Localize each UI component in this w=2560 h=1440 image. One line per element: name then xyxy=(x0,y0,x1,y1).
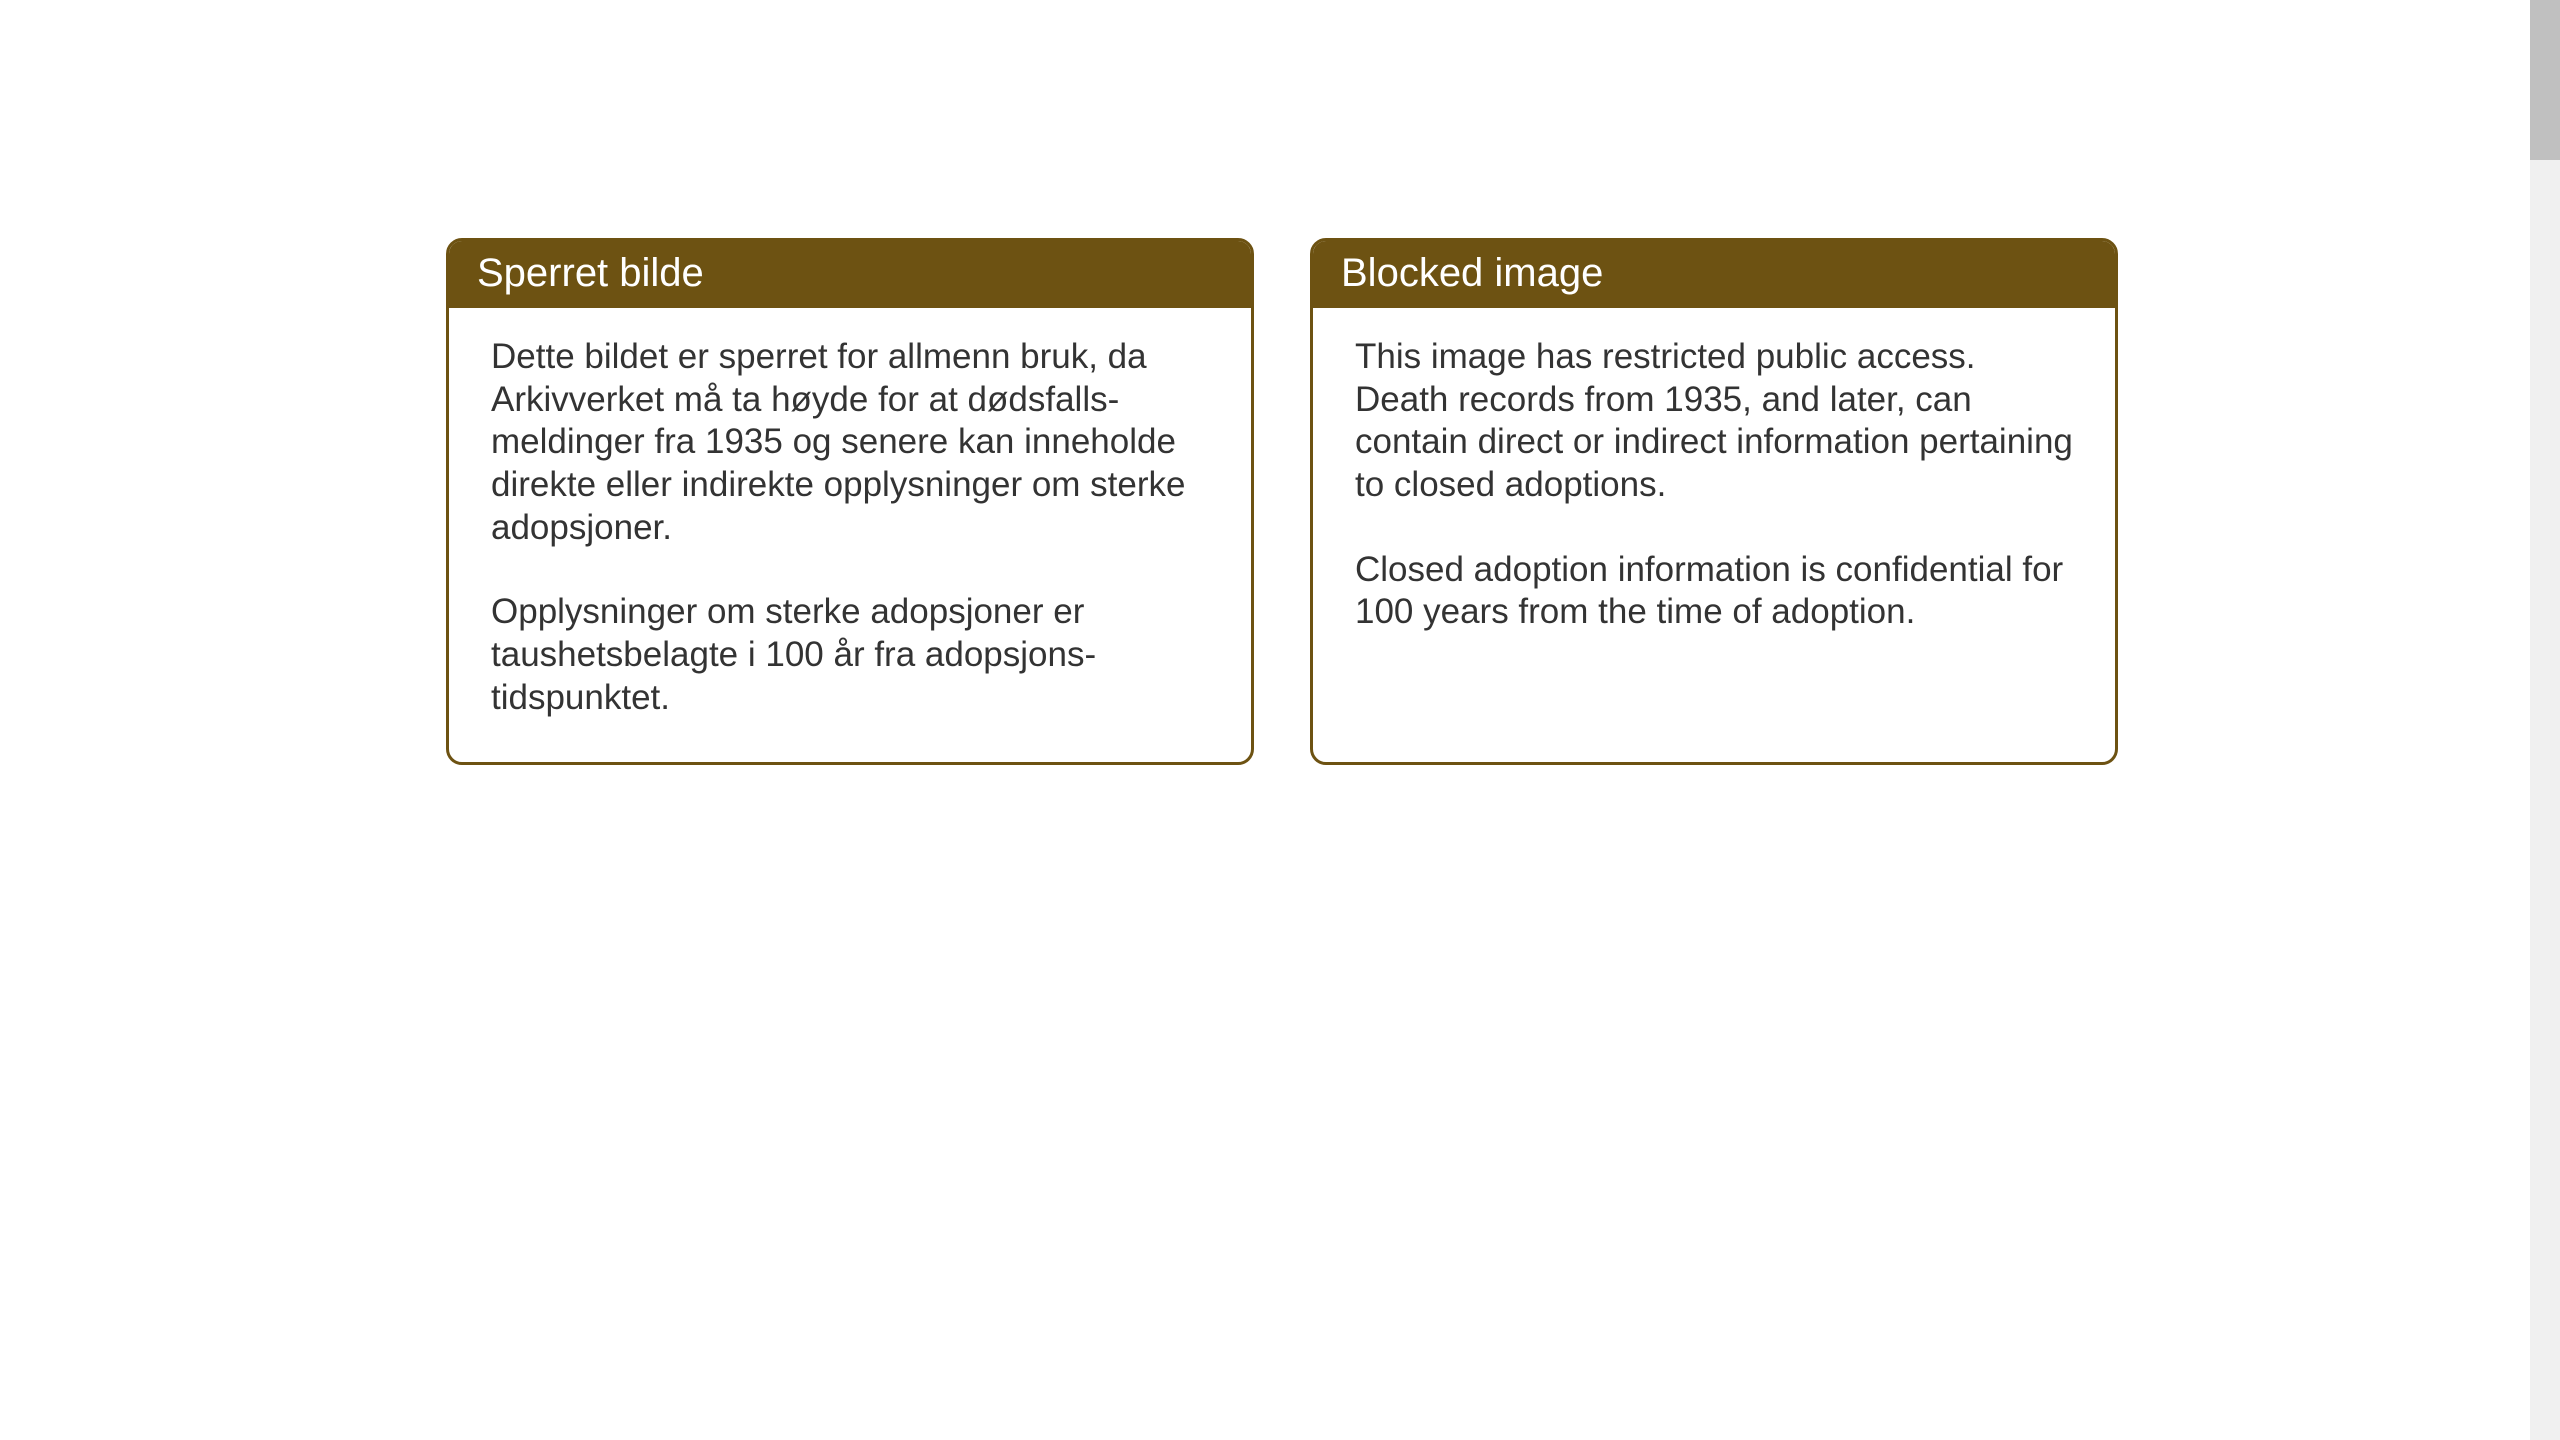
english-notice-card: Blocked image This image has restricted … xyxy=(1310,238,2118,765)
scrollbar-track[interactable] xyxy=(2530,0,2560,1440)
norwegian-card-body: Dette bildet er sperret for allmenn bruk… xyxy=(449,308,1251,762)
norwegian-paragraph-2: Opplysninger om sterke adopsjoner er tau… xyxy=(491,591,1209,719)
norwegian-notice-card: Sperret bilde Dette bildet er sperret fo… xyxy=(446,238,1254,765)
scrollbar-thumb[interactable] xyxy=(2530,0,2560,160)
english-card-title: Blocked image xyxy=(1313,241,2115,308)
english-card-body: This image has restricted public access.… xyxy=(1313,308,2115,676)
english-paragraph-1: This image has restricted public access.… xyxy=(1355,336,2073,507)
notice-container: Sperret bilde Dette bildet er sperret fo… xyxy=(446,238,2118,765)
english-paragraph-2: Closed adoption information is confident… xyxy=(1355,549,2073,634)
norwegian-card-title: Sperret bilde xyxy=(449,241,1251,308)
norwegian-paragraph-1: Dette bildet er sperret for allmenn bruk… xyxy=(491,336,1209,549)
